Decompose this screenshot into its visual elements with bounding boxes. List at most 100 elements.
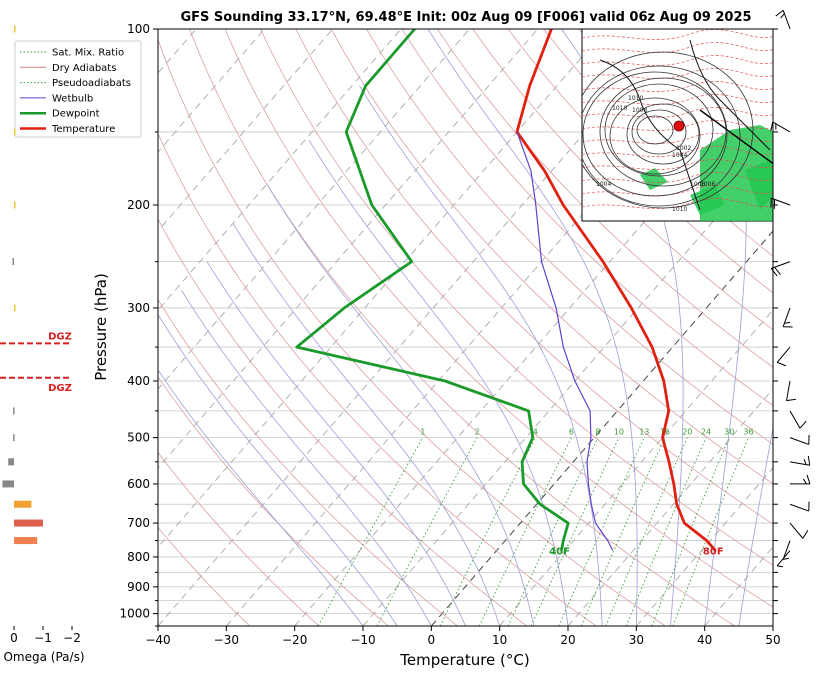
map-contour-label: 1002 bbox=[676, 145, 691, 152]
omega-bar bbox=[12, 258, 15, 266]
y-tick-label: 400 bbox=[127, 374, 150, 388]
pseudoadiabat bbox=[158, 369, 364, 626]
wind-barb bbox=[789, 503, 809, 512]
pseudoadiabat bbox=[267, 184, 535, 626]
map-contour-label: 1008 bbox=[632, 107, 647, 114]
pseudoadiabat bbox=[738, 425, 773, 626]
mixing-ratio-label: 10 bbox=[614, 428, 624, 437]
omega-bar bbox=[13, 407, 15, 415]
wind-barb bbox=[786, 380, 791, 401]
x-axis-label: Temperature (°C) bbox=[399, 651, 529, 669]
axes: −40 −30 −20 −10 0 10 20 30 40 50 100 200 300 400 500 60… bbox=[119, 22, 780, 647]
mixing-ratio-label: 4 bbox=[533, 428, 538, 437]
wind-barb bbox=[772, 121, 791, 133]
omega-tick-label: −2 bbox=[63, 631, 81, 645]
map-terrain bbox=[745, 160, 773, 210]
wind-barb bbox=[771, 261, 791, 269]
y-tick-label: 300 bbox=[127, 301, 150, 315]
y-tick-label: 900 bbox=[127, 580, 150, 594]
map-isobar bbox=[626, 103, 700, 165]
series-temperature bbox=[515, 29, 717, 552]
wind-barb-flag bbox=[802, 530, 809, 539]
dry-adiabat bbox=[224, 29, 773, 608]
omega-bar bbox=[14, 25, 16, 33]
background-lines: 1 2 4 6 8 10 13 16 20 24 30 36 bbox=[158, 29, 773, 626]
mixing-ratio-label: 36 bbox=[743, 428, 753, 437]
wind-barb bbox=[782, 307, 791, 327]
x-tick-label: −30 bbox=[214, 633, 239, 647]
mixing-ratio-line bbox=[625, 437, 707, 626]
dgz-label: DGZ bbox=[48, 331, 72, 342]
x-tick-label: 10 bbox=[492, 633, 507, 647]
map-temp-contour bbox=[582, 185, 773, 196]
mixing-ratio-line bbox=[558, 437, 645, 626]
mixing-ratio-line bbox=[605, 437, 688, 626]
wind-barb-flag bbox=[803, 459, 807, 465]
location-marker bbox=[673, 120, 685, 132]
map-border bbox=[689, 39, 771, 151]
wind-barb bbox=[771, 197, 791, 206]
y-tick-label: 200 bbox=[127, 198, 150, 212]
x-tick-label: 30 bbox=[629, 633, 644, 647]
legend-label: Pseudoadiabats bbox=[52, 78, 131, 89]
wind-barb-flag bbox=[777, 565, 783, 568]
map-isobar bbox=[582, 71, 728, 197]
omega-bar bbox=[2, 480, 15, 488]
dgz-label: DGZ bbox=[48, 383, 72, 394]
dry-adiabat bbox=[366, 29, 773, 445]
dry-adiabat bbox=[158, 298, 458, 626]
map-isobar bbox=[609, 97, 701, 175]
legend-label: Dry Adiabats bbox=[52, 63, 116, 74]
dry-adiabat bbox=[472, 29, 773, 331]
wind-barb-flag bbox=[770, 121, 774, 132]
y-axis-label: Pressure (hPa) bbox=[92, 273, 110, 381]
wind-barb-flag bbox=[783, 557, 789, 560]
wind-barb bbox=[776, 346, 791, 363]
legend-label: Temperature bbox=[51, 124, 115, 135]
map-temp-contour bbox=[582, 146, 773, 157]
dry-adiabat bbox=[330, 29, 773, 485]
x-tick-label: −40 bbox=[145, 633, 170, 647]
omega-bar bbox=[14, 304, 16, 312]
y-tick-label: 800 bbox=[127, 550, 150, 564]
wind-barb bbox=[789, 410, 801, 429]
wind-barb bbox=[789, 461, 810, 466]
y-tick-label: 600 bbox=[127, 477, 150, 491]
map-temp-contour bbox=[582, 198, 773, 209]
map-temp-contour bbox=[582, 29, 773, 40]
omega-panel: DGZ DGZ 0 −1 −2 bbox=[0, 25, 81, 645]
surface-label: 40F bbox=[549, 547, 570, 558]
pseudoadiabat bbox=[158, 313, 398, 626]
y-tick-label: 500 bbox=[127, 431, 150, 445]
wind-barb bbox=[782, 540, 791, 560]
map-border bbox=[699, 109, 773, 165]
mixing-ratio-line bbox=[376, 437, 478, 626]
map-contour-label: 1010 bbox=[612, 105, 627, 112]
pseudoadiabat bbox=[181, 290, 432, 626]
x-tick-label: 40 bbox=[697, 633, 712, 647]
dry-adiabat bbox=[401, 29, 773, 406]
wind-barb bbox=[789, 522, 804, 539]
mixing-ratio-label: 2 bbox=[475, 428, 480, 437]
dry-adiabat bbox=[158, 526, 250, 626]
pseudoadiabat bbox=[704, 29, 747, 626]
legend-label: Sat. Mix. Ratio bbox=[52, 48, 124, 59]
map-temp-contour bbox=[582, 159, 773, 170]
pseudoadiabat bbox=[308, 140, 569, 626]
pseudoadiabat bbox=[359, 85, 603, 626]
wind-barb-flag bbox=[806, 474, 811, 485]
wind-barb-flag bbox=[786, 398, 796, 402]
wind-barb-flag bbox=[802, 478, 807, 485]
mixing-ratio-label: 24 bbox=[701, 428, 711, 437]
wind-barb bbox=[782, 10, 791, 30]
mixing-ratio-label: 13 bbox=[639, 428, 649, 437]
omega-bar bbox=[14, 201, 16, 209]
dry-adiabat bbox=[158, 38, 666, 626]
mixing-ratio-line bbox=[651, 437, 730, 626]
x-tick-label: −10 bbox=[350, 633, 375, 647]
wind-barb-flag bbox=[780, 13, 785, 19]
dry-adiabat bbox=[158, 376, 389, 626]
mixing-ratio-label: 8 bbox=[595, 428, 600, 437]
x-tick-label: −20 bbox=[282, 633, 307, 647]
